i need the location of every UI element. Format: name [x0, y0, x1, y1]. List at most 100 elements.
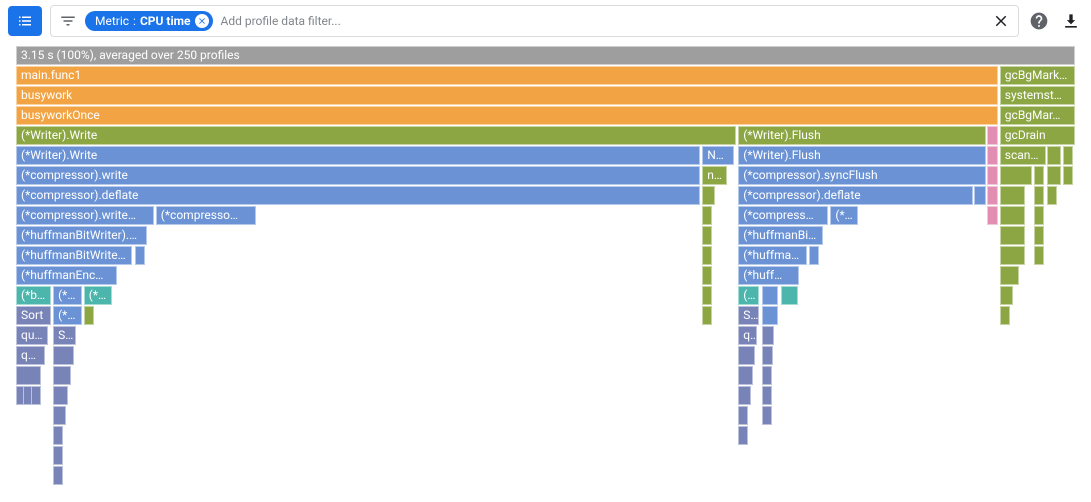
flame-frame[interactable]: (*huff… [738, 266, 798, 285]
flame-frame[interactable]: (*… [53, 286, 82, 305]
flame-frame[interactable] [16, 366, 41, 385]
flame-frame[interactable]: (… [738, 286, 759, 305]
flame-frame[interactable] [135, 246, 145, 265]
flame-frame[interactable]: scan… [1000, 146, 1047, 165]
flame-frame[interactable]: (*… [830, 206, 858, 225]
flame-frame[interactable] [702, 206, 712, 225]
flame-frame[interactable]: Sort [16, 306, 51, 325]
flame-frame[interactable] [762, 306, 779, 325]
flame-frame[interactable] [1063, 146, 1073, 165]
flame-frame[interactable] [781, 286, 798, 305]
flame-frame[interactable] [1000, 166, 1032, 185]
metric-chip[interactable]: Metric : CPU time [85, 11, 213, 31]
flame-frame[interactable]: qui… [16, 326, 48, 345]
flame-frame[interactable] [1034, 166, 1044, 185]
flame-frame[interactable] [1034, 206, 1044, 225]
flame-frame[interactable] [987, 206, 998, 225]
flame-frame[interactable]: gcDrain [1000, 126, 1075, 145]
flame-frame[interactable] [738, 426, 748, 445]
flame-frame[interactable] [31, 386, 41, 405]
flame-frame[interactable] [53, 346, 74, 365]
flame-frame[interactable] [738, 406, 748, 425]
flame-frame[interactable] [1000, 306, 1010, 325]
flame-frame[interactable] [702, 246, 712, 265]
flame-frame[interactable]: (*… [84, 286, 113, 305]
flame-frame[interactable]: (*huffmanBitWrite… [16, 246, 132, 265]
flame-frame[interactable] [1000, 206, 1025, 225]
flame-frame[interactable] [1000, 226, 1025, 245]
flame-frame[interactable] [738, 366, 753, 385]
flame-frame[interactable]: gcBgMar… [1000, 106, 1075, 125]
flame-frame[interactable] [1000, 186, 1025, 205]
flame-frame[interactable]: systemst… [1000, 86, 1075, 105]
flame-frame[interactable] [1034, 246, 1044, 265]
clear-filter-button[interactable] [992, 12, 1010, 30]
flame-frame[interactable]: (*huffmanBitWriter).… [16, 226, 147, 245]
flame-frame[interactable] [53, 466, 63, 485]
flame-frame[interactable]: (*huffma… [738, 246, 807, 265]
flame-frame[interactable]: (*compressor).deflate [16, 186, 700, 205]
flame-frame[interactable]: gcBgMark… [1000, 66, 1075, 85]
flame-frame[interactable] [1034, 186, 1044, 205]
flame-frame[interactable] [1000, 286, 1013, 305]
flame-frame[interactable]: (*Writer).Flush [738, 146, 986, 165]
flame-frame[interactable] [809, 246, 819, 265]
flame-frame[interactable] [987, 126, 998, 145]
flame-frame[interactable]: busywork [16, 86, 998, 105]
flame-frame[interactable]: (*Writer).Flush [738, 126, 986, 145]
flame-frame[interactable] [1000, 246, 1025, 265]
flame-frame[interactable] [762, 286, 779, 305]
flame-frame[interactable]: main.func1 [16, 66, 998, 85]
flame-frame[interactable] [702, 266, 712, 285]
flame-frame[interactable] [53, 406, 66, 425]
flame-frame[interactable]: (*Writer).Write [16, 126, 736, 145]
flame-frame[interactable]: (*huffmanBi… [738, 226, 823, 245]
flame-frame[interactable] [762, 406, 772, 425]
flame-frame[interactable]: (*compress… [738, 206, 828, 225]
filter-bar[interactable]: Metric : CPU time Add profile data filte… [50, 5, 1019, 37]
flame-frame[interactable] [762, 366, 772, 385]
flame-frame[interactable]: (*Writer).Write [16, 146, 700, 165]
help-button[interactable] [1027, 9, 1051, 33]
flame-frame[interactable] [702, 186, 715, 205]
flame-frame[interactable] [987, 166, 998, 185]
flame-frame[interactable] [702, 226, 712, 245]
flame-frame[interactable] [762, 386, 772, 405]
flame-frame[interactable]: busyworkOnce [16, 106, 998, 125]
flame-frame[interactable]: (*compressor).write [16, 166, 700, 185]
flame-frame[interactable] [1000, 266, 1019, 285]
flame-frame[interactable] [1047, 146, 1061, 165]
flame-frame[interactable]: (*huffmanEnc… [16, 266, 117, 285]
flame-frame[interactable] [84, 306, 94, 325]
flame-frame[interactable] [53, 426, 63, 445]
flame-frame[interactable]: (*compressor).syncFlush [738, 166, 986, 185]
flame-frame[interactable]: Ne… [702, 146, 734, 165]
list-view-button[interactable] [8, 6, 42, 36]
flame-frame[interactable] [1047, 166, 1061, 185]
flame-frame[interactable]: S… [53, 326, 76, 345]
flame-frame[interactable] [974, 186, 986, 205]
flame-frame[interactable]: S… [738, 306, 759, 325]
flame-frame[interactable] [1063, 166, 1073, 185]
flame-frame[interactable] [53, 446, 63, 465]
flame-frame[interactable] [987, 146, 998, 165]
flame-frame[interactable]: (*… [53, 306, 82, 325]
chip-close-icon[interactable] [195, 14, 209, 28]
flame-frame[interactable] [702, 286, 712, 305]
flame-frame[interactable] [987, 186, 998, 205]
flame-frame[interactable] [53, 386, 68, 405]
flame-frame[interactable]: (*compresso… [156, 206, 257, 225]
flame-frame[interactable]: 3.15 s (100%), averaged over 250 profile… [16, 46, 1075, 65]
flame-frame[interactable] [53, 366, 71, 385]
flame-frame[interactable]: (*compressor).deflate [738, 186, 973, 205]
flame-frame[interactable] [762, 346, 774, 365]
flame-frame[interactable]: q… [16, 346, 45, 365]
flame-frame[interactable] [1047, 186, 1057, 205]
flame-frame[interactable] [702, 306, 712, 325]
flame-frame[interactable]: (*compressor).write… [16, 206, 154, 225]
flame-frame[interactable] [1034, 226, 1044, 245]
flame-frame[interactable] [738, 386, 751, 405]
flame-frame[interactable] [738, 346, 755, 365]
flame-frame[interactable]: q… [738, 326, 757, 345]
flame-frame[interactable] [762, 326, 775, 345]
